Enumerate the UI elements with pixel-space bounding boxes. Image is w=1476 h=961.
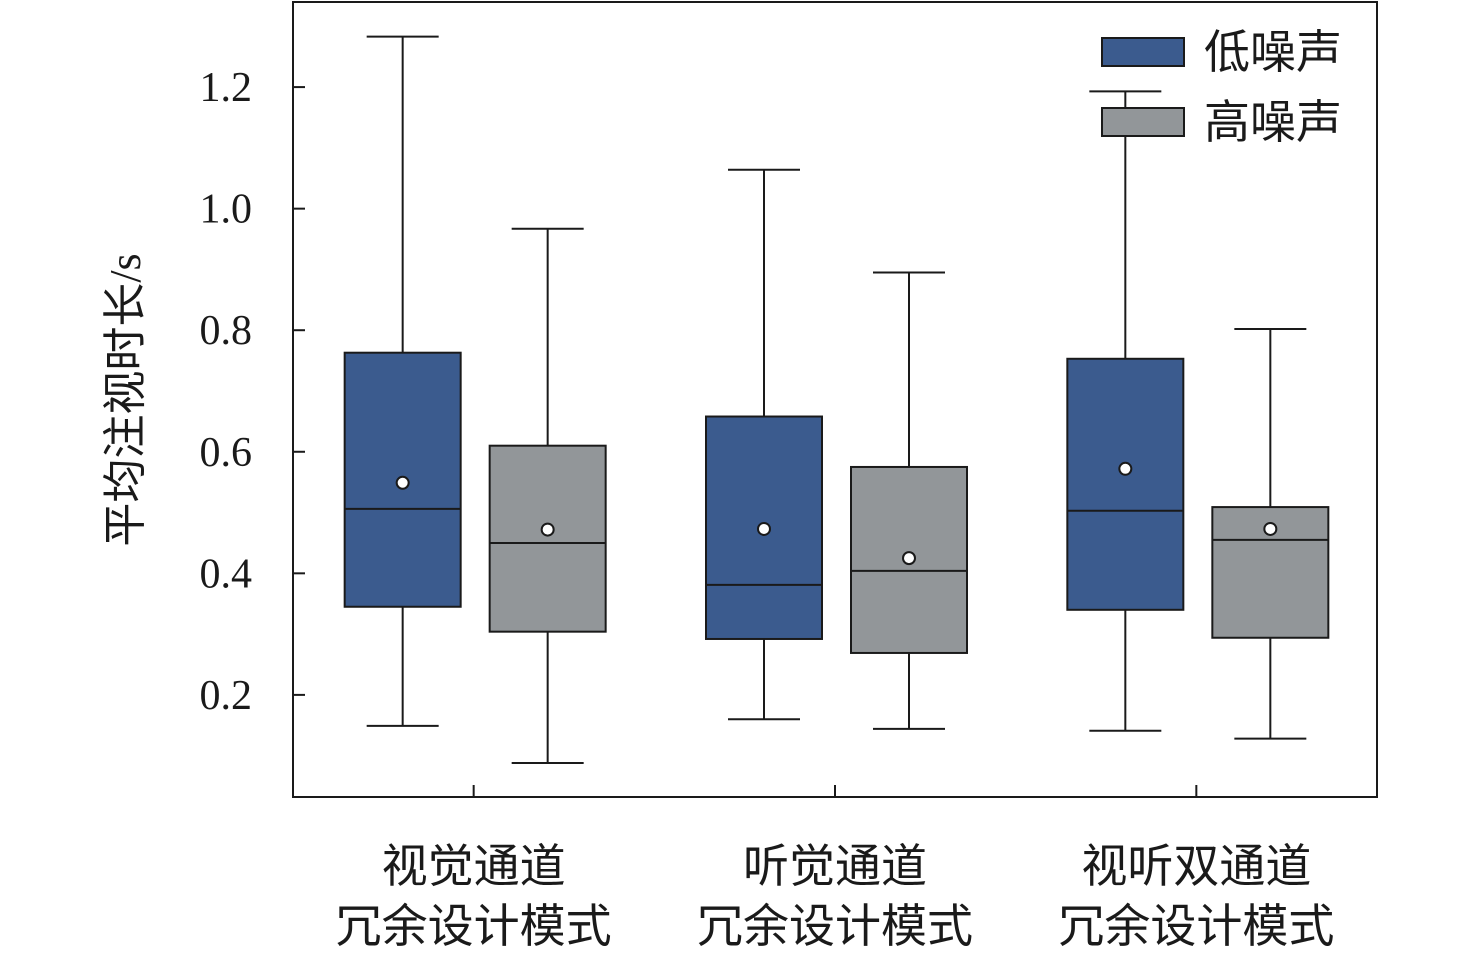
- mean-marker: [395, 475, 410, 490]
- box-low-noise: [343, 35, 462, 727]
- y-tick-label: 1.2: [200, 65, 253, 111]
- x-category-label-line2: 冗余设计模式: [1058, 901, 1334, 952]
- y-axis-title: 平均注视时长/s: [101, 253, 150, 546]
- y-axis: 0.2 0.4 0.6 0.8 1.0 1.2: [200, 65, 305, 719]
- x-category-label-line1: 视觉通道: [382, 841, 566, 892]
- legend-swatch: [1101, 37, 1185, 67]
- y-tick-label: 1.0: [200, 187, 253, 233]
- y-tick-label: 0.4: [200, 551, 253, 597]
- box-high-noise: [488, 227, 607, 764]
- y-tick-label: 0.6: [200, 430, 253, 476]
- y-tick-label: 0.2: [200, 673, 253, 719]
- iqr-box: [1066, 357, 1185, 611]
- box-high-noise: [850, 271, 968, 730]
- box-low-noise: [1066, 90, 1185, 732]
- iqr-box: [850, 465, 968, 654]
- x-category-label-line1: 听觉通道: [743, 841, 927, 892]
- mean-marker: [540, 522, 555, 537]
- legend-label: 低噪声: [1204, 27, 1342, 78]
- mean-marker: [902, 551, 916, 566]
- box-low-noise: [705, 168, 823, 721]
- mean-marker: [757, 521, 771, 536]
- x-category-label-line1: 视听双通道: [1081, 841, 1311, 892]
- box-high-noise: [1211, 327, 1330, 740]
- plot-marks: [343, 35, 1330, 764]
- legend-label: 高噪声: [1204, 97, 1342, 148]
- mean-marker: [1118, 461, 1133, 476]
- legend-swatch: [1101, 107, 1185, 137]
- iqr-box: [488, 444, 607, 633]
- x-category-label-line2: 冗余设计模式: [697, 901, 973, 952]
- x-category-label-line2: 冗余设计模式: [336, 901, 612, 952]
- y-tick-label: 0.8: [200, 308, 253, 354]
- mean-marker: [1263, 521, 1278, 536]
